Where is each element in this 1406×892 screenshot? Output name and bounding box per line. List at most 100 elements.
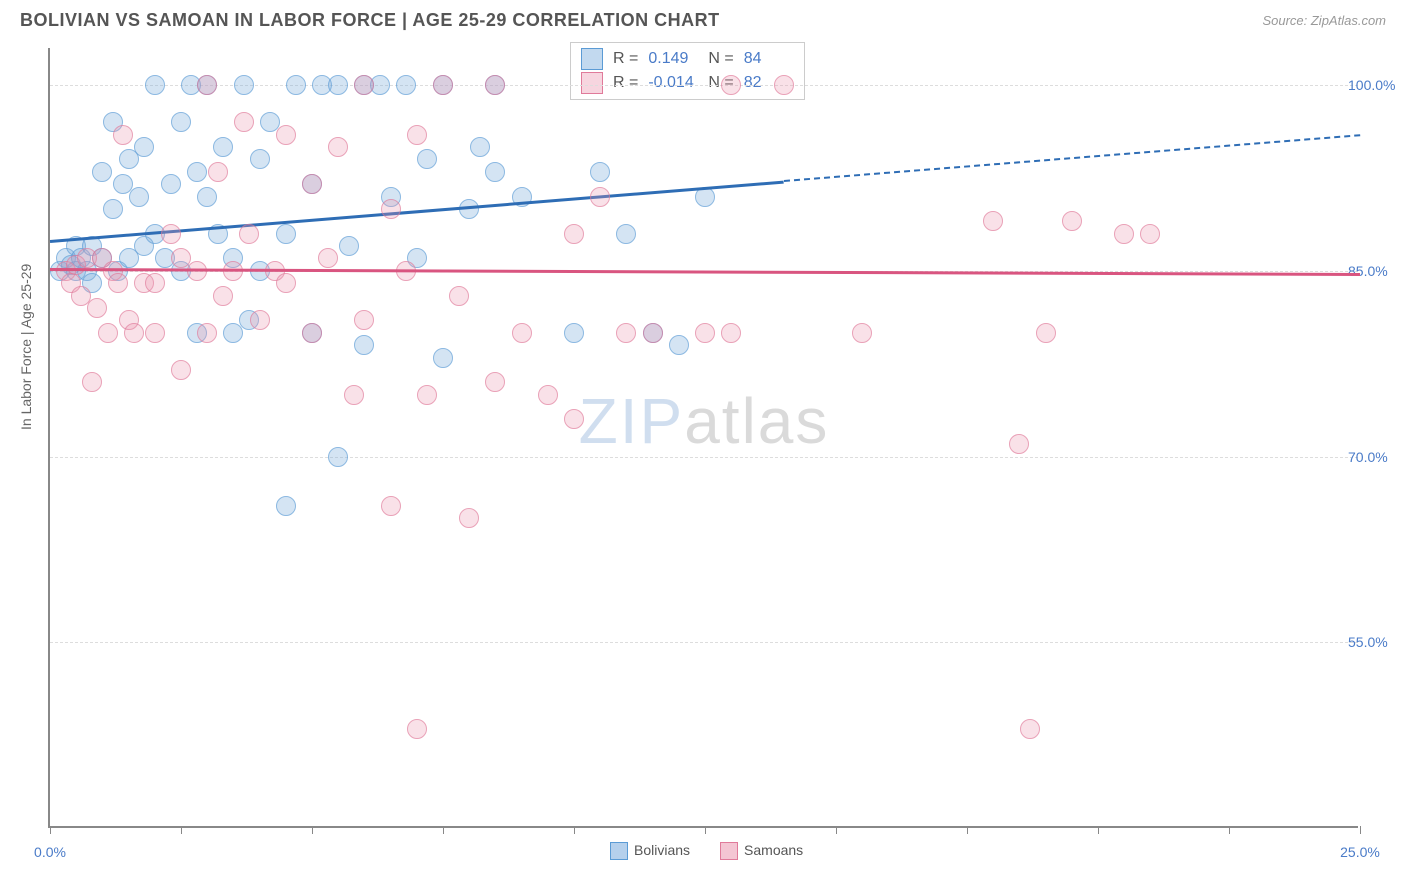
data-point-samoans [318,248,338,268]
data-point-samoans [344,385,364,405]
data-point-bolivians [276,496,296,516]
watermark-atlas: atlas [684,385,829,457]
data-point-bolivians [286,75,306,95]
y-tick-label: 70.0% [1348,449,1406,465]
y-tick-label: 100.0% [1348,77,1406,93]
legend-label: Bolivians [634,842,690,858]
legend-n-label: N = [708,50,733,68]
data-point-bolivians [250,149,270,169]
x-tick [1229,826,1230,834]
data-point-samoans [485,75,505,95]
data-point-samoans [407,125,427,145]
data-point-samoans [171,360,191,380]
x-tick [1098,826,1099,834]
data-point-samoans [695,323,715,343]
data-point-samoans [354,75,374,95]
data-point-samoans [721,323,741,343]
x-tick [1360,826,1361,834]
x-tick-label: 25.0% [1340,844,1380,860]
data-point-bolivians [328,75,348,95]
data-point-samoans [328,137,348,157]
y-tick-label: 85.0% [1348,263,1406,279]
data-point-samoans [512,323,532,343]
chart-header: BOLIVIAN VS SAMOAN IN LABOR FORCE | AGE … [0,0,1406,39]
data-point-bolivians [417,149,437,169]
legend-r-label: R = [613,74,638,92]
legend-r-value-bolivians: 0.149 [648,50,698,68]
data-point-samoans [234,112,254,132]
legend-item-bolivians: Bolivians [610,842,690,860]
data-point-bolivians [433,348,453,368]
data-point-samoans [1114,224,1134,244]
y-axis-label: In Labor Force | Age 25-29 [18,264,34,430]
data-point-bolivians [616,224,636,244]
data-point-samoans [1062,211,1082,231]
trend-line-samoans [50,268,1360,275]
correlation-legend: R = 0.149 N = 84 R = -0.014 N = 82 [570,42,805,100]
data-point-samoans [197,323,217,343]
data-point-samoans [721,75,741,95]
data-point-samoans [407,719,427,739]
data-point-samoans [564,409,584,429]
watermark: ZIPatlas [579,384,830,458]
data-point-bolivians [134,137,154,157]
data-point-bolivians [145,75,165,95]
data-point-samoans [82,372,102,392]
data-point-samoans [1140,224,1160,244]
data-point-samoans [538,385,558,405]
data-point-samoans [1009,434,1029,454]
legend-r-value-samoans: -0.014 [648,74,698,92]
gridline [50,642,1358,643]
data-point-bolivians [234,75,254,95]
legend-n-value-bolivians: 84 [744,50,794,68]
data-point-samoans [381,199,401,219]
data-point-bolivians [485,162,505,182]
data-point-samoans [113,125,133,145]
x-tick [705,826,706,834]
series-legend: Bolivians Samoans [610,842,803,860]
x-tick [181,826,182,834]
chart-source: Source: ZipAtlas.com [1262,13,1386,28]
data-point-bolivians [276,224,296,244]
data-point-samoans [1036,323,1056,343]
data-point-bolivians [590,162,610,182]
x-tick [312,826,313,834]
data-point-bolivians [564,323,584,343]
data-point-samoans [433,75,453,95]
gridline [50,457,1358,458]
y-tick-label: 55.0% [1348,634,1406,650]
x-tick [967,826,968,834]
data-point-bolivians [213,137,233,157]
data-point-bolivians [470,137,490,157]
data-point-samoans [239,224,259,244]
legend-label: Samoans [744,842,803,858]
data-point-bolivians [187,162,207,182]
watermark-zip: ZIP [579,385,685,457]
data-point-samoans [564,224,584,244]
x-tick [50,826,51,834]
data-point-samoans [145,273,165,293]
data-point-bolivians [197,187,217,207]
data-point-samoans [852,323,872,343]
data-point-samoans [590,187,610,207]
data-point-bolivians [328,447,348,467]
data-point-samoans [302,174,322,194]
legend-swatch-icon [720,842,738,860]
data-point-samoans [616,323,636,343]
trend-line-dash-bolivians [784,135,1361,183]
data-point-bolivians [339,236,359,256]
data-point-samoans [124,323,144,343]
data-point-samoans [276,125,296,145]
x-tick [574,826,575,834]
data-point-samoans [774,75,794,95]
data-point-bolivians [396,75,416,95]
data-point-samoans [459,508,479,528]
data-point-samoans [250,310,270,330]
legend-r-label: R = [613,50,638,68]
legend-row-samoans: R = -0.014 N = 82 [581,71,794,95]
data-point-samoans [276,273,296,293]
legend-row-bolivians: R = 0.149 N = 84 [581,47,794,71]
data-point-bolivians [161,174,181,194]
data-point-samoans [485,372,505,392]
x-tick [836,826,837,834]
